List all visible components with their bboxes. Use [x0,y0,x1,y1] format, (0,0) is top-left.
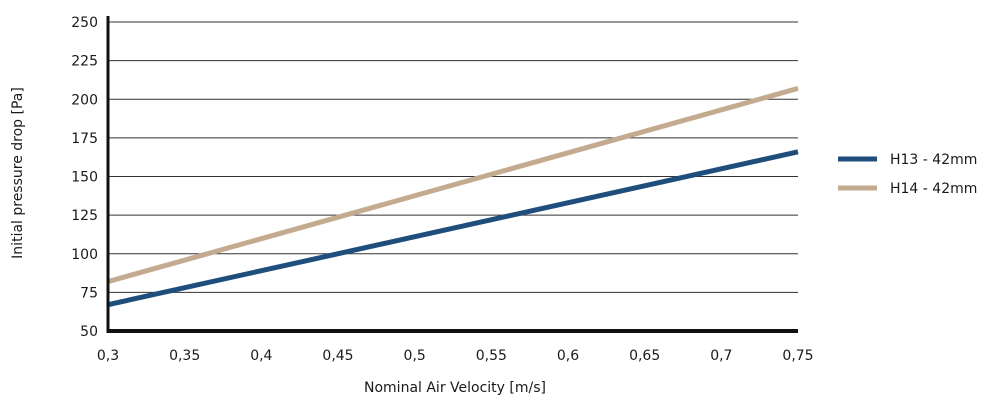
series-line-1 [107,85,799,285]
x-tick-label-0,5: 0,5 [404,348,426,364]
x-axis-title: Nominal Air Velocity [m/s] [364,380,546,396]
x-tick-label-0,3: 0,3 [97,348,119,364]
x-tick-labels: 0,3 0,35 0,4 0,45 0,5 0,55 0,6 0,65 0,7 0,75 [97,348,814,364]
y-axis-title: Initial pressure drop [Pa] [10,87,26,259]
y-tick-label-125: 125 [71,208,98,224]
x-tick-label-0,7: 0,7 [710,348,732,364]
x-tick-label-0,4: 0,4 [250,348,272,364]
x-tick-label-0,55: 0,55 [476,348,507,364]
y-tick-label-200: 200 [71,92,98,108]
y-tick-label-150: 150 [71,170,98,186]
y-tick-label-225: 225 [71,54,98,70]
y-tick-labels: 50 75 100 125 150 175 200 225 250 [71,15,98,340]
legend-label-1: H14 - 42mm [890,181,977,197]
legend-label-0: H13 - 42mm [890,152,977,168]
x-tick-label-0,6: 0,6 [557,348,579,364]
x-tick-label-0,35: 0,35 [169,348,200,364]
grid-lines [108,21,798,293]
y-tick-label-75: 75 [80,285,98,301]
x-tick-label-0,45: 0,45 [322,348,353,364]
x-tick-label-0,65: 0,65 [629,348,660,364]
y-tick-label-250: 250 [71,15,98,31]
y-tick-label-100: 100 [71,247,98,263]
series-line-0 [107,149,799,308]
y-tick-label-175: 175 [71,131,98,147]
legend: H13 - 42mm H14 - 42mm [838,152,977,197]
axes [106,16,798,333]
x-tick-label-0,75: 0,75 [782,348,813,364]
y-tick-label-50: 50 [80,324,98,340]
series-lines [107,85,799,308]
